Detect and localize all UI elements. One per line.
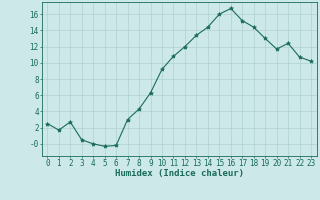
X-axis label: Humidex (Indice chaleur): Humidex (Indice chaleur) — [115, 169, 244, 178]
